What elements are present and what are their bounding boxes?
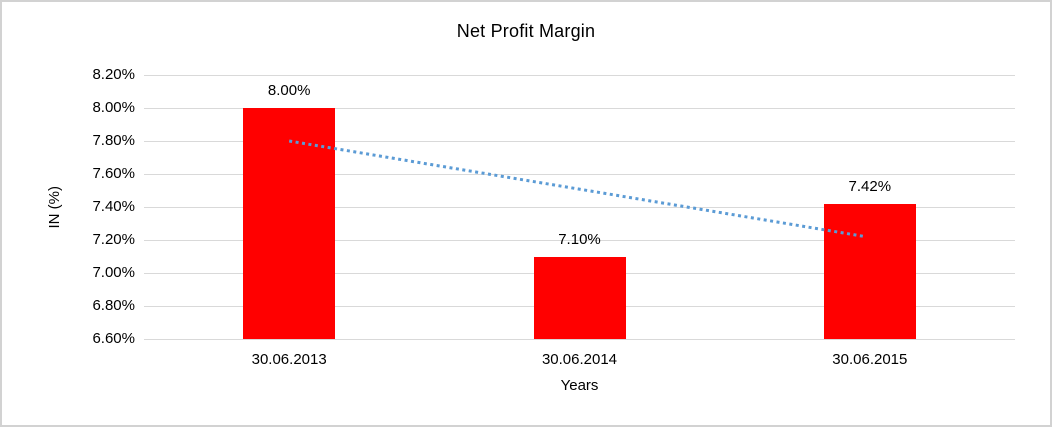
bar-30.06.2013 xyxy=(243,108,336,339)
x-tick-label: 30.06.2015 xyxy=(832,351,908,368)
x-axis-title: Years xyxy=(560,377,599,394)
gridline xyxy=(144,75,1015,76)
y-tick-label: 7.80% xyxy=(92,132,135,149)
bar-data-label: 8.00% xyxy=(267,82,311,99)
gridline xyxy=(144,108,1015,109)
bar-data-label: 7.42% xyxy=(848,177,892,195)
y-tick-label: 7.60% xyxy=(92,165,135,182)
y-tick-label: 6.60% xyxy=(92,330,135,347)
bar-30.06.2014 xyxy=(533,256,626,339)
y-tick-label: 6.80% xyxy=(92,297,135,314)
y-tick-label: 8.00% xyxy=(92,99,135,116)
bar-data-label: 7.10% xyxy=(558,230,601,248)
y-tick-label: 7.40% xyxy=(92,198,135,215)
y-tick-label: 7.20% xyxy=(92,231,135,248)
chart-title: Net Profit Margin xyxy=(456,21,596,41)
y-tick-label: 7.00% xyxy=(92,264,135,281)
gridline xyxy=(144,339,1015,340)
y-tick-label: 8.20% xyxy=(92,66,135,83)
bar-30.06.2015 xyxy=(823,203,916,339)
x-tick-label: 30.06.2014 xyxy=(541,351,618,368)
gridline xyxy=(144,240,1015,241)
x-tick-label: 30.06.2013 xyxy=(251,351,327,368)
